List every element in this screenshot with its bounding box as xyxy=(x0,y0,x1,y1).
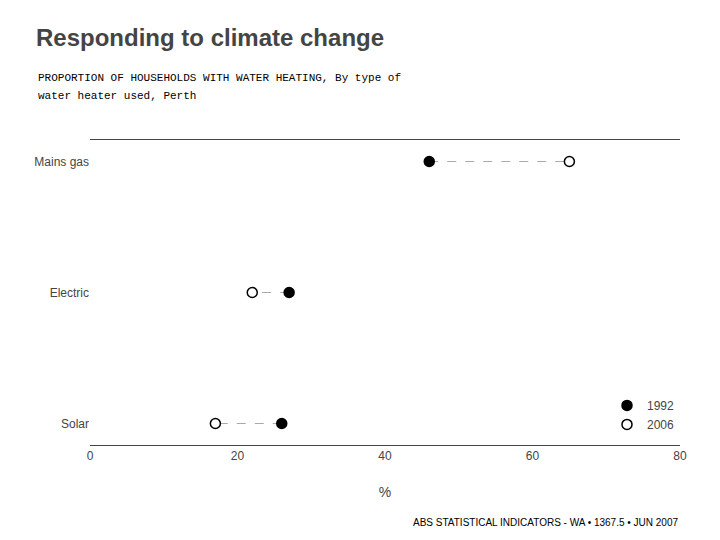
svg-text:1992: 1992 xyxy=(647,399,674,413)
svg-text:%: % xyxy=(379,484,391,500)
svg-text:0: 0 xyxy=(87,449,94,463)
svg-text:ABS STATISTICAL INDICATORS - W: ABS STATISTICAL INDICATORS - WA • 1367.5… xyxy=(413,517,678,528)
svg-text:20: 20 xyxy=(231,449,245,463)
svg-text:2006: 2006 xyxy=(647,418,674,432)
svg-text:water heater used, Perth: water heater used, Perth xyxy=(38,90,196,102)
svg-text:Solar: Solar xyxy=(61,417,89,431)
svg-text:Mains gas: Mains gas xyxy=(34,155,89,169)
svg-text:60: 60 xyxy=(526,449,540,463)
svg-text:PROPORTION OF HOUSEHOLDS WITH: PROPORTION OF HOUSEHOLDS WITH WATER HEAT… xyxy=(38,72,401,84)
svg-text:40: 40 xyxy=(378,449,392,463)
svg-text:Responding to climate change: Responding to climate change xyxy=(36,24,384,51)
svg-text:80: 80 xyxy=(673,449,687,463)
svg-text:Electric: Electric xyxy=(50,286,89,300)
